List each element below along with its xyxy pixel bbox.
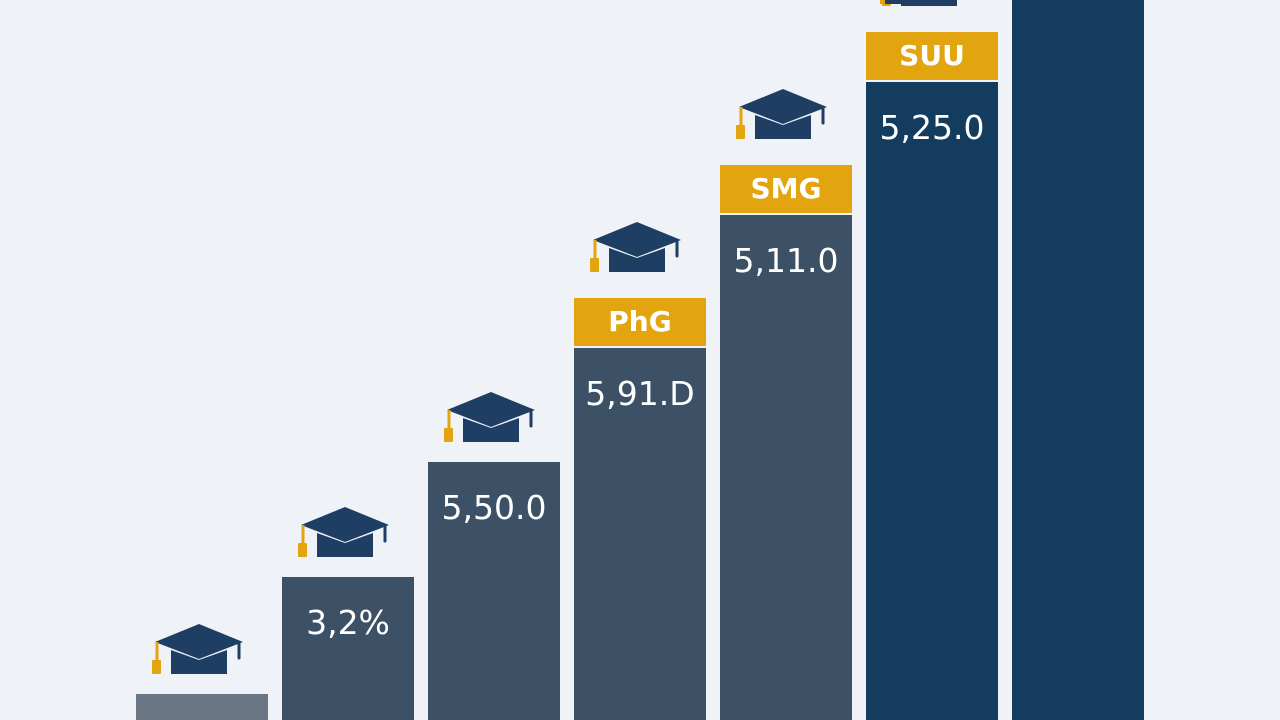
tassel (298, 543, 307, 557)
bar (136, 694, 268, 720)
category-tag (720, 165, 852, 213)
graduation-cap-icon (880, 0, 955, 4)
bar (428, 462, 560, 720)
cap-board (739, 89, 827, 124)
graduation-cap-icon (590, 222, 681, 272)
bar (282, 577, 414, 720)
tassel (880, 0, 885, 4)
graduation-cap-icon (152, 624, 243, 674)
tassel (736, 125, 745, 139)
category-tag-label: SUU (899, 39, 965, 72)
graduation-cap-icon (736, 89, 827, 139)
cap-board (447, 392, 535, 427)
cap-board (593, 222, 681, 257)
graduation-cap-icon (298, 507, 389, 557)
bar (866, 82, 998, 720)
category-tag (866, 32, 998, 80)
cap-base (317, 533, 373, 557)
bar (1012, 0, 1144, 720)
data-label: 5,50.0 (442, 488, 547, 527)
tassel (444, 428, 453, 442)
category-tag (574, 298, 706, 346)
data-label: 5,91.D (585, 374, 694, 413)
cap-base (463, 418, 519, 442)
category-tag-label: PhG (608, 305, 671, 338)
data-label: 3,2% (306, 603, 390, 642)
cap-board (155, 624, 243, 659)
bar (574, 348, 706, 720)
graduation-cap-icon (444, 392, 535, 442)
cap-base (755, 115, 811, 139)
bar (720, 215, 852, 720)
data-label: 5,25.0 (880, 108, 985, 147)
data-label: 5,11.0 (734, 241, 839, 280)
category-tag-label: SMG (750, 172, 821, 205)
tassel (590, 258, 599, 272)
cap-board (301, 507, 389, 542)
cap-base (171, 650, 227, 674)
tassel (152, 660, 161, 674)
cap-base (609, 248, 665, 272)
